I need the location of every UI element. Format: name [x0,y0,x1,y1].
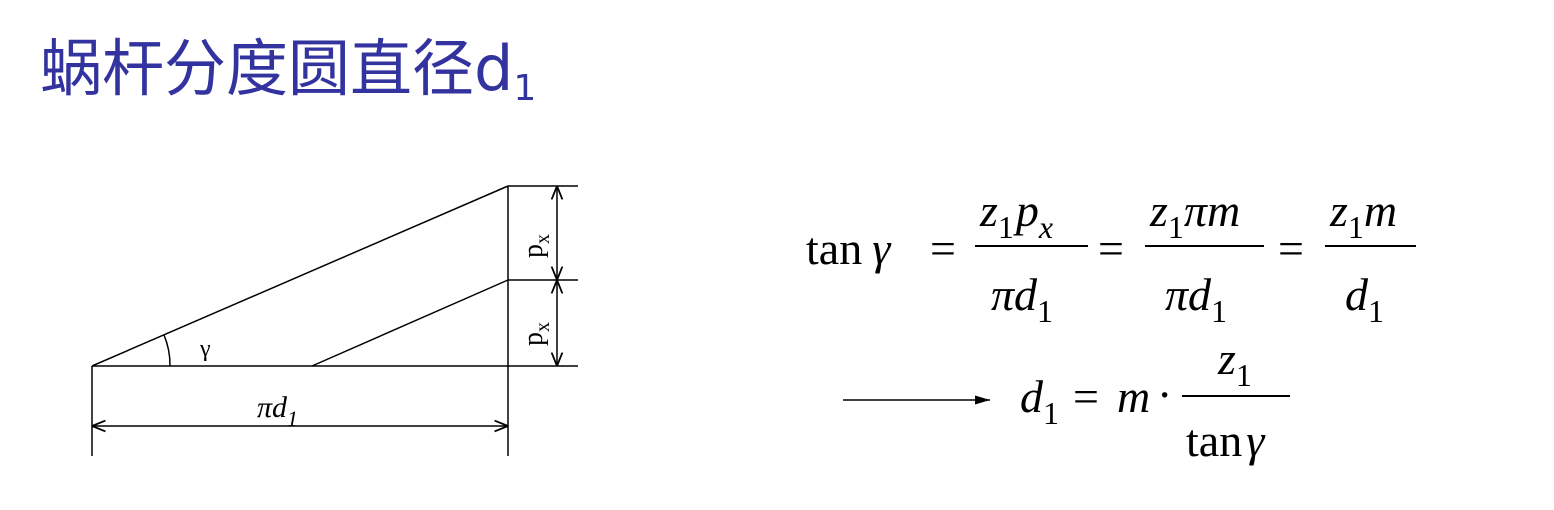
formula2-numerator: z1 [1217,333,1252,393]
inner-helix-line [311,279,509,367]
formula2-eq: = [1073,371,1099,422]
pitch-label-upper: px [518,234,554,258]
title-subscript: 1 [513,68,537,109]
angle-arc [163,334,171,367]
formula2-lhs: d1 [1020,371,1059,431]
base-dimension-label: πd1 [257,391,298,431]
formula1-eq1: = [930,223,956,274]
frac3-denominator: d1 [1345,269,1384,329]
formula1-eq2: = [1098,223,1124,274]
pitch-label-lower: px [518,322,554,346]
frac1-denominator: πd1 [991,269,1053,329]
diameter-formula: d1 = m · z1 tanγ [843,333,1290,466]
page-title: 蜗杆分度圆直径d1 [40,38,536,107]
hypotenuse-line [91,185,509,367]
formula2-dot: · [1157,369,1172,420]
formula2-denominator: tanγ [1186,415,1266,466]
angle-label: γ [199,336,211,362]
frac2-denominator: πd1 [1165,269,1227,329]
title-text: 蜗杆分度圆直径d [40,32,514,105]
frac2-numerator: z1πm [1149,185,1240,245]
frac3-numerator: z1m [1329,185,1397,245]
frac1-numerator: z1px [979,185,1053,245]
formula2-m: m [1117,371,1150,422]
formula1-lhs: tan γ [806,223,892,274]
formula1-eq3: = [1278,223,1304,274]
lead-angle-formula: tan γ = z1px πd1 = z1πm πd1 = z1m d1 [806,185,1416,329]
lead-angle-diagram [91,185,578,456]
